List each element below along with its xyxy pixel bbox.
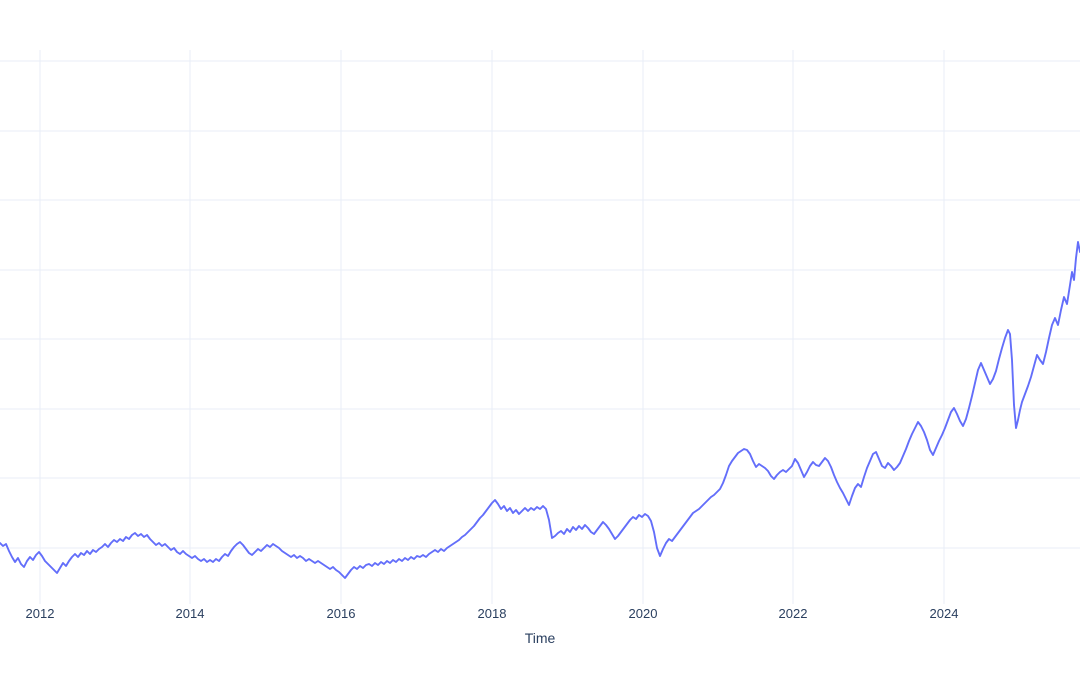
price-line [0, 241, 1080, 579]
x-tick-label-2018: 2018 [477, 606, 507, 621]
x-tick-label-2020: 2020 [628, 606, 658, 621]
horizontal-gridlines [0, 60, 1080, 549]
x-axis-title: Time [524, 630, 556, 646]
vertical-gridlines [39, 50, 945, 604]
x-tick-label-2024: 2024 [929, 606, 959, 621]
x-tick-label-2022: 2022 [778, 606, 808, 621]
x-tick-label-2016: 2016 [326, 606, 356, 621]
x-tick-label-2012: 2012 [25, 606, 55, 621]
x-tick-label-2014: 2014 [175, 606, 205, 621]
